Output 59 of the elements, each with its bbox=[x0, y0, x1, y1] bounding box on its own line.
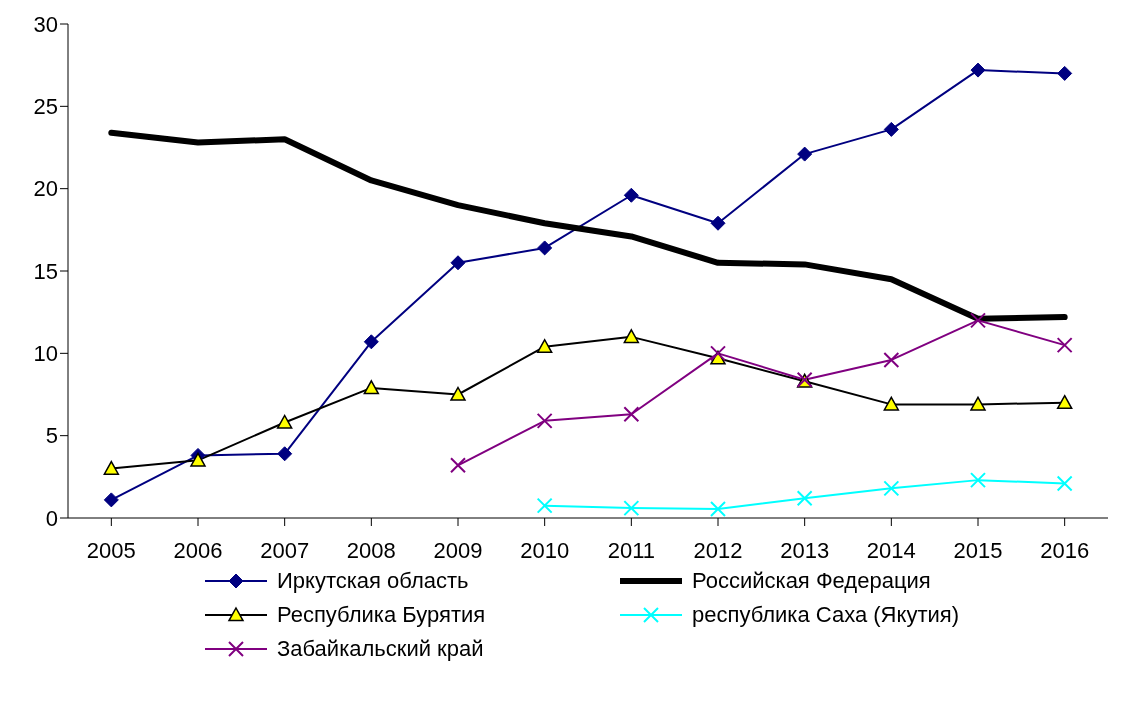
point bbox=[450, 386, 466, 401]
point bbox=[623, 406, 640, 423]
point bbox=[883, 396, 900, 411]
point bbox=[190, 452, 206, 467]
point bbox=[1056, 475, 1073, 492]
point bbox=[363, 334, 379, 350]
point bbox=[536, 497, 553, 514]
point bbox=[536, 339, 553, 354]
point bbox=[276, 414, 293, 429]
point bbox=[797, 146, 813, 162]
x-tick-label: 2007 bbox=[260, 537, 310, 563]
x-tick-label: 2008 bbox=[346, 537, 396, 563]
y-tick-label: 5 bbox=[45, 423, 58, 449]
point bbox=[450, 255, 466, 271]
legend-label: Республика Бурятия bbox=[277, 602, 486, 628]
point bbox=[970, 312, 986, 329]
point bbox=[1056, 337, 1073, 354]
y-tick-label: 15 bbox=[33, 258, 58, 284]
x-tick-label: 2009 bbox=[433, 537, 483, 563]
point bbox=[450, 457, 466, 474]
x-tick-label: 2014 bbox=[866, 537, 916, 563]
x-tick-label: 2010 bbox=[520, 537, 570, 563]
y-tick-label: 10 bbox=[33, 341, 58, 367]
point bbox=[970, 472, 986, 489]
legend-label: Иркутская область bbox=[277, 568, 469, 594]
point bbox=[1056, 394, 1073, 410]
x-tick-label: 2005 bbox=[86, 537, 136, 563]
x-tick-label: 2012 bbox=[693, 537, 743, 563]
point bbox=[883, 480, 900, 497]
point bbox=[623, 329, 640, 344]
legend-label: Российская Федерация bbox=[692, 568, 931, 594]
y-tick-label: 30 bbox=[33, 11, 58, 37]
point bbox=[363, 380, 380, 395]
point bbox=[883, 121, 899, 137]
point bbox=[537, 240, 553, 256]
legend-label: республика Саха (Якутия) bbox=[692, 602, 959, 628]
point bbox=[103, 492, 119, 508]
x-tick-label: 2016 bbox=[1040, 537, 1090, 563]
point bbox=[970, 62, 986, 78]
x-tick-label: 2006 bbox=[173, 537, 223, 563]
point bbox=[1057, 65, 1073, 81]
point bbox=[623, 187, 639, 203]
y-tick-label: 0 bbox=[45, 505, 58, 531]
point bbox=[103, 460, 120, 475]
legend-label: Забайкальский край bbox=[277, 636, 484, 662]
x-tick-label: 2013 bbox=[780, 537, 830, 563]
point bbox=[796, 490, 813, 507]
point bbox=[277, 446, 293, 462]
y-tick-label: 25 bbox=[33, 94, 58, 120]
y-tick-label: 20 bbox=[33, 176, 58, 202]
point bbox=[623, 500, 640, 517]
point bbox=[536, 412, 553, 429]
point bbox=[710, 345, 726, 362]
x-tick-label: 2011 bbox=[607, 537, 655, 563]
x-tick-label: 2015 bbox=[953, 537, 1003, 563]
point bbox=[970, 396, 986, 411]
point bbox=[710, 215, 726, 231]
point bbox=[883, 351, 900, 368]
point bbox=[710, 500, 726, 517]
